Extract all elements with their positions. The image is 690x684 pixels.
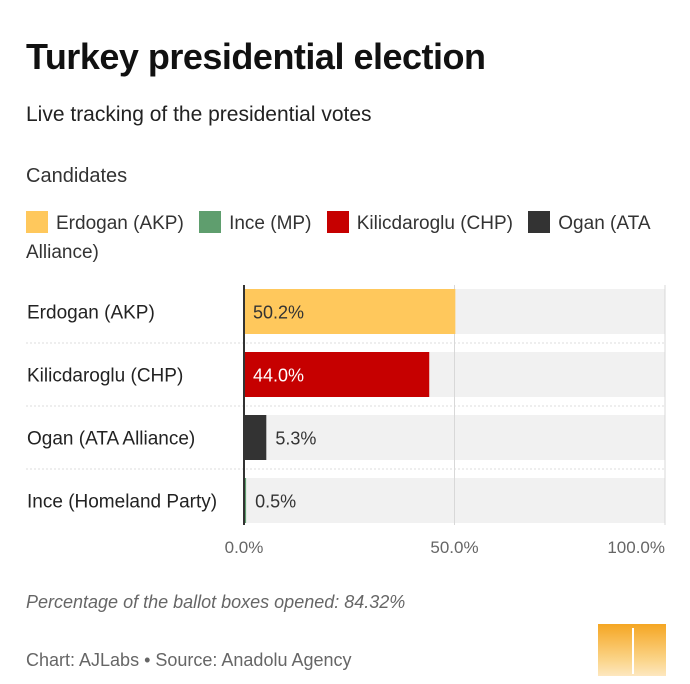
- bar-chart: Erdogan (AKP) Kilicdaroglu (CHP) Ogan (ATA…: [26, 285, 666, 557]
- legend-swatch: [199, 211, 222, 233]
- legend: Erdogan (AKP) Ince (MP) Kilicdaroglu (CH…: [26, 209, 666, 267]
- legend-title: Candidates: [26, 165, 128, 187]
- data-label: 50.2%: [253, 303, 304, 323]
- legend-swatch: [326, 211, 349, 233]
- legend-item-ince: Ince (MP): [199, 211, 312, 234]
- category-label: Ince (Homeland Party): [27, 492, 217, 513]
- chart-subtitle: Live tracking of the presidential votes: [26, 103, 372, 126]
- legend-label: Erdogan (AKP): [56, 213, 184, 234]
- logo-mark: [632, 628, 634, 674]
- data-label: 0.5%: [255, 492, 296, 512]
- legend-item-ogan: Ogan (ATA Alliance): [26, 211, 650, 263]
- category-label: Erdogan (AKP): [27, 303, 155, 324]
- chart-title: Turkey presidential election: [26, 36, 486, 77]
- legend-label: Ogan (ATA Alliance): [26, 213, 650, 263]
- data-label: 5.3%: [275, 429, 316, 449]
- legend-item-kilicdaroglu: Kilicdaroglu (CHP): [326, 211, 513, 234]
- category-label: Kilicdaroglu (CHP): [27, 366, 183, 387]
- bar: [244, 352, 430, 397]
- bar: [244, 415, 267, 460]
- data-label: 44.0%: [253, 366, 304, 386]
- source-credit: Chart: AJLabs • Source: Anadolu Agency: [26, 650, 352, 670]
- bar: [244, 289, 456, 334]
- x-tick-label: 100.0%: [607, 538, 665, 557]
- x-tick-label: 50.0%: [430, 538, 478, 557]
- legend-swatch: [26, 211, 48, 233]
- aljazeera-logo: [598, 624, 666, 676]
- legend-label: Kilicdaroglu (CHP): [356, 213, 513, 234]
- category-label: Ogan (ATA Alliance): [27, 429, 195, 450]
- footnote: Percentage of the ballot boxes opened: 8…: [26, 592, 406, 612]
- x-tick-label: 0.0%: [225, 538, 264, 557]
- legend-item-erdogan: Erdogan (AKP): [26, 211, 184, 234]
- legend-swatch: [528, 211, 551, 233]
- bar: [244, 478, 247, 523]
- legend-label: Ince (MP): [229, 213, 312, 234]
